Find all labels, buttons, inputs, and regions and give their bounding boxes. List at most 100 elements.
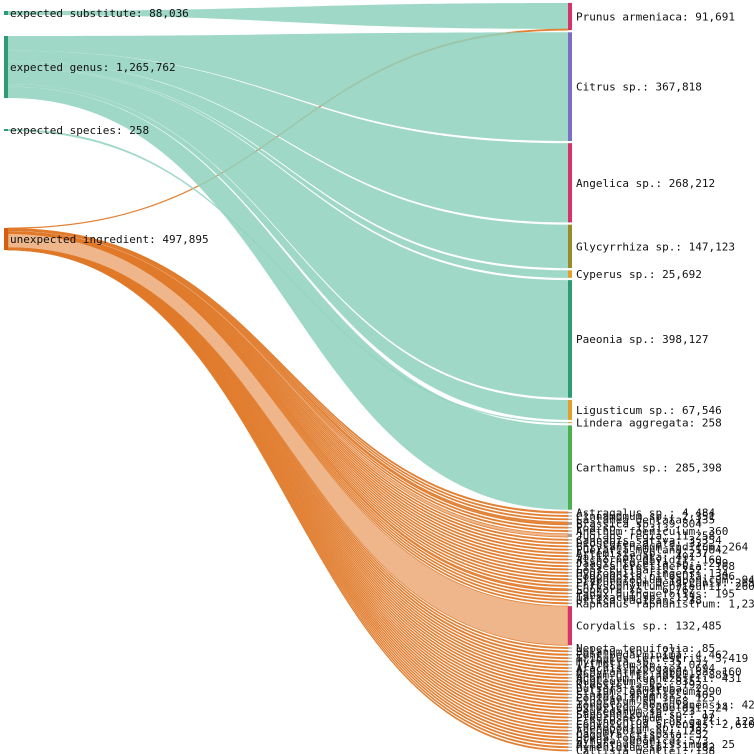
target-label-lens-culinaris: Lens culinaris: 252 [576,563,702,576]
source-label-expected-substitute: expected substitute: 88,036 [10,7,189,20]
target-node-styphnolobium-japonicum [568,578,572,580]
target-label-citrus-sp: Citrus sp.: 367,818 [576,81,702,94]
target-node-urena-lobata [568,736,572,738]
flow-link-expected-genus-to-carthamus-sp [8,86,568,510]
target-node-saposhnikovia-sp [568,713,572,715]
target-label-ostericum-sieboldii: Ostericum sieboldii: 24 [576,702,729,715]
target-label-angelica-sp: Angelica sp.: 268,212 [576,177,715,190]
target-node-artemisia-sp [568,552,572,554]
target-node-carthamus-sp [568,425,572,510]
target-label-tongoloa-zhongdianensis: Tongoloa zhongdianensis: 42 [576,698,754,711]
target-node-tongoloa-zhongdianensis [568,703,572,705]
target-node-salix-cordata [568,555,572,557]
target-label-bupleurum-sp: Bupleurum sp.: 835 [576,675,695,688]
target-node-poa-sp [568,527,572,529]
flow-link-expected-genus-to-angelica-sp [8,50,568,223]
target-node-ligusticum-sp [568,399,572,420]
source-node-expected-substitute [4,11,8,15]
target-node-convolvulus-arvensis [568,723,572,725]
target-label-nepeta-tenuifolia: Nepeta tenuifolia: 85 [576,642,715,655]
target-node-castanea-dentata [568,518,572,520]
target-label-myrmecia-sp: Myrmecia sp.: 35 [576,655,682,668]
target-label-brassica-sp: Brassica sp.: 9,804 [576,517,702,530]
target-node-codonopsis-pilosula [568,575,572,577]
target-node-alchornea-davidii [568,559,572,561]
target-node-ascomycota-sp [568,730,572,732]
target-node-myrmecia-sp [568,660,572,662]
flow-link-unexpected-ingredient-to-brassica-sp [7,228,569,526]
target-label-salix-cordata: Salix cordata: 491 [576,550,695,563]
target-label-sophora-sp: Sophora sp.: 6,767 [576,584,695,597]
target-label-hygrophila-ringens: Hygrophila ringens: 134 [576,567,729,580]
target-label-cyperus-sp: Cyperus sp.: 25,692 [576,268,702,281]
target-node-bupleurum-sp [568,680,572,682]
target-node-brassica-sp [568,522,572,525]
target-label-ailanthus-altissimus: Ailanthus altissimus: 25 [576,738,735,751]
source-label-unexpected-ingredient: unexpected ingredient: 497,895 [10,233,209,246]
target-node-astragalus-sp [568,511,572,514]
target-node-erythronium-dens-canis [568,582,572,584]
target-node-cannabis-sativa [568,539,572,541]
flow-link-unexpected-ingredient-to-astragalus-sp [7,227,569,514]
target-node-sinocarum-sp [568,700,572,702]
target-label-bursera-simaruba: Bursera simaruba: 29 [576,682,708,695]
target-label-ascomycota-sp: Ascomycota sp.: 128 [576,725,702,738]
target-node-echinochloa-crus-galli [568,720,572,722]
target-node-lindera-aggregata [568,422,572,424]
target-label-alchornea-davidii: Alchornea davidii: 160 [576,554,722,567]
target-node-chrysophyllum-prieurii [568,585,572,587]
source-nodes [4,11,8,250]
target-node-sophora-sp [568,588,572,591]
target-label-codonopsis-pilosula: Codonopsis pilosula: 306 [576,570,735,583]
target-node-ostericum-sieboldii [568,707,572,709]
target-node-cinnamomum-sp [568,515,572,517]
target-label-pueraria-montana: Pueraria montana: 1,842 [576,544,728,557]
target-label-centipeda-minima: Centipeda minima: 4,462 [576,649,728,662]
target-label-lindera-aggregata: Lindera aggregata: 258 [576,417,722,430]
target-node-laggera-crispata [568,733,572,735]
flow-link-expected-genus-to-glycyrrhiza-sp [8,61,568,269]
target-label-litsea-erectinervia: Litsea erectinervia: 168 [576,560,735,573]
target-label-cinnamomum-sp: Cinnamomum sp.: 2,351 [576,510,715,523]
target-label-tribulus-terrestris: Tribulus terrestris: 3,419 [576,652,748,665]
target-label-aconitum-kusnezoffii: Aconitum kusnezoffii: 431 [576,672,742,685]
target-node-urtica-radicans [568,599,572,601]
target-label-klebsiella-sp: Klebsiella sp.: 192 [576,679,702,692]
target-label-peucedanum-sp: Peucedanum sp.: 23 [576,705,695,718]
target-label-carthamus-sp: Carthamus sp.: 285,398 [576,462,722,475]
target-node-chenopodium-sp [568,726,572,728]
target-node-pueraria-montana [568,549,572,551]
source-node-expected-genus [4,36,8,98]
target-label-castanea-dentata: Castanea dentata: 135 [576,513,715,526]
target-node-peucedanum-sp [568,710,572,712]
target-node-bursera-simaruba [568,687,572,689]
target-label-echinochloa-crus-galli: Echinochloa crus-galli: 122 [576,715,754,728]
target-node-nepeta-tenuifolia [568,647,572,649]
target-label-ligusticum-sp: Ligusticum sp.: 67,546 [576,404,722,417]
target-node-trifolium-sp [568,664,572,666]
target-node-taraxacum-sp [568,596,572,598]
target-label-jaagichlorella-sp: Jaagichlorella sp.: 299 [576,557,728,570]
target-label-styphnolobium-japonicum: Styphnolobium japonicum: 94 [576,573,754,586]
target-label-pleurospermum-sp: Pleurospermum sp.: 92 [576,711,715,724]
target-label-achyranthes-japonica: Achyranthes japonica: 160 [576,665,742,678]
flow-link-expected-genus-to-ligusticum-sp [8,83,568,420]
target-label-trifolium-sp: Trifolium sp.: 1,077 [576,659,708,672]
target-node-gynura-japonica [568,740,572,742]
target-node-sinapis-arvensis [568,693,572,695]
source-label-expected-species: expected species: 258 [10,124,149,137]
flow-link-expected-substitute-to-prunus-armeniaca [8,3,568,30]
target-label-prunus-armeniaca: Prunus armeniaca: 91,691 [576,11,735,24]
target-node-dioscorea-alata [568,542,572,544]
target-node-juglans-regia [568,533,572,538]
target-label-anethum-foeniculum: Anethum foeniculum: 360 [576,525,728,538]
target-node-raphanus-raphanistrum [568,602,572,604]
target-node-angelica-sp [568,143,572,223]
target-label-raphanus-raphanistrum: Raphanus raphanistrum: 1,237 [576,597,754,610]
target-node-jaagichlorella-sp [568,562,572,564]
target-label-gynura-japonica: Gynura japonica: 573 [576,735,708,748]
target-node-achyranthes-japonica [568,670,572,672]
flow-link-expected-genus-to-paeonia-sp [8,68,568,398]
target-label-glycyrrhiza-sp: Glycyrrhiza sp.: 147,123 [576,240,735,253]
target-label-dioscorea-alata: Dioscorea alata: 332 [576,537,708,550]
